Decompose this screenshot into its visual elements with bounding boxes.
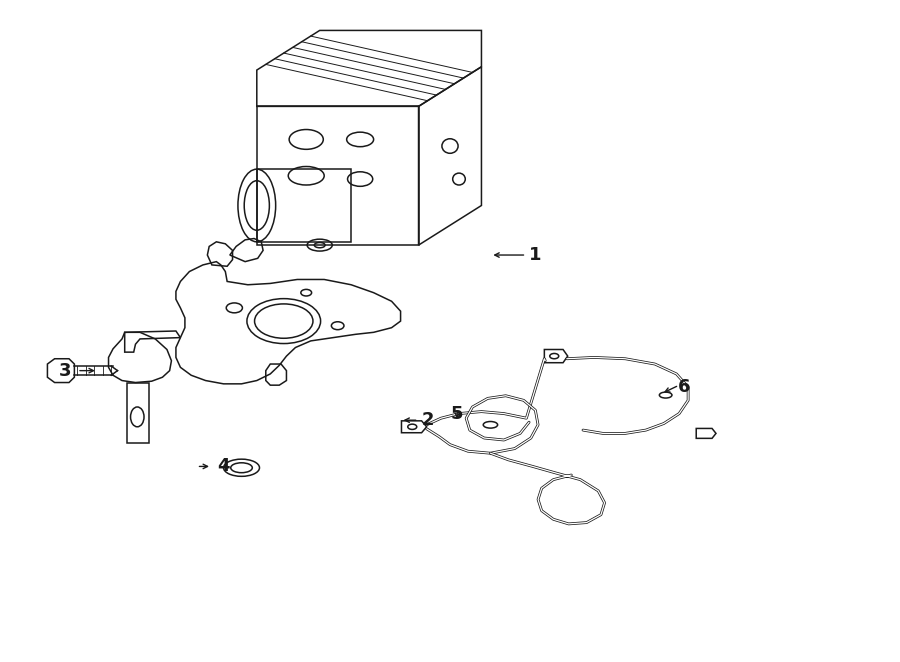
Text: 4: 4 xyxy=(217,457,230,475)
Text: 5: 5 xyxy=(451,404,464,422)
Text: 6: 6 xyxy=(678,378,690,396)
Text: 1: 1 xyxy=(529,246,542,264)
Text: 2: 2 xyxy=(421,411,434,429)
Text: 3: 3 xyxy=(59,361,72,379)
